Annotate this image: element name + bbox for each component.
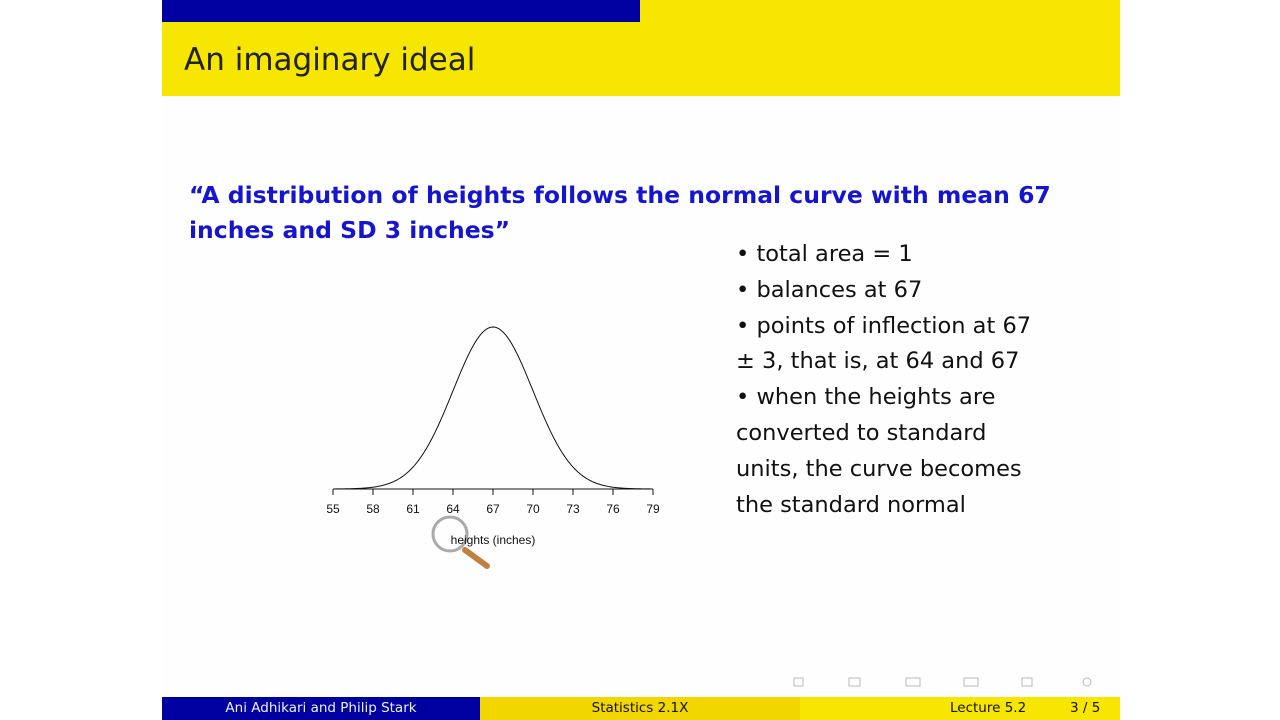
x-tick-label: 76 <box>606 502 620 516</box>
x-tick-label: 67 <box>486 502 500 516</box>
x-tick-label: 79 <box>646 502 660 516</box>
footer-lecture: Lecture 5.2 <box>950 700 1027 716</box>
x-tick-label: 55 <box>326 502 340 516</box>
x-tick-label: 73 <box>566 502 580 516</box>
header-bar-right <box>640 0 1120 22</box>
x-tick-label: 70 <box>526 502 540 516</box>
bullet: points of inflection at 67 ± 3, that is,… <box>736 309 1036 381</box>
magnifier-cursor <box>431 515 490 569</box>
x-tick-label: 58 <box>366 502 380 516</box>
bullet: balances at 67 <box>736 273 1036 309</box>
x-tick-label: 61 <box>406 502 420 516</box>
bullet: when the heights are converted to standa… <box>736 380 1036 523</box>
x-axis-label: heights (inches) <box>451 533 536 547</box>
footer-page: 3 / 5 <box>1070 700 1101 716</box>
bullet-list: total area = 1 balances at 67 points of … <box>736 237 1036 523</box>
quote: “A distribution of heights follows the n… <box>189 181 1051 244</box>
bullet-text: points of inflection at 67 ± 3, that is,… <box>736 312 1032 375</box>
title-band <box>162 22 1120 96</box>
footer-right: Lecture 5.2 3 / 5 <box>800 697 1120 720</box>
footer-course: Statistics 2.1X <box>480 697 800 720</box>
nav-icons <box>793 677 1092 687</box>
slide: An imaginary ideal “A distribution of he… <box>162 0 1120 720</box>
header-bar-left <box>162 0 640 22</box>
density-curve <box>332 326 654 490</box>
bullet-text: total area = 1 <box>756 241 913 267</box>
bullet: total area = 1 <box>736 237 1036 273</box>
slide-title: An imaginary ideal <box>184 42 476 78</box>
bullet-text: balances at 67 <box>756 276 923 303</box>
x-tick-label: 64 <box>446 502 460 516</box>
footer-authors: Ani Adhikari and Philip Stark <box>162 697 480 720</box>
bullet-text: when the heights are converted to standa… <box>736 384 1022 518</box>
